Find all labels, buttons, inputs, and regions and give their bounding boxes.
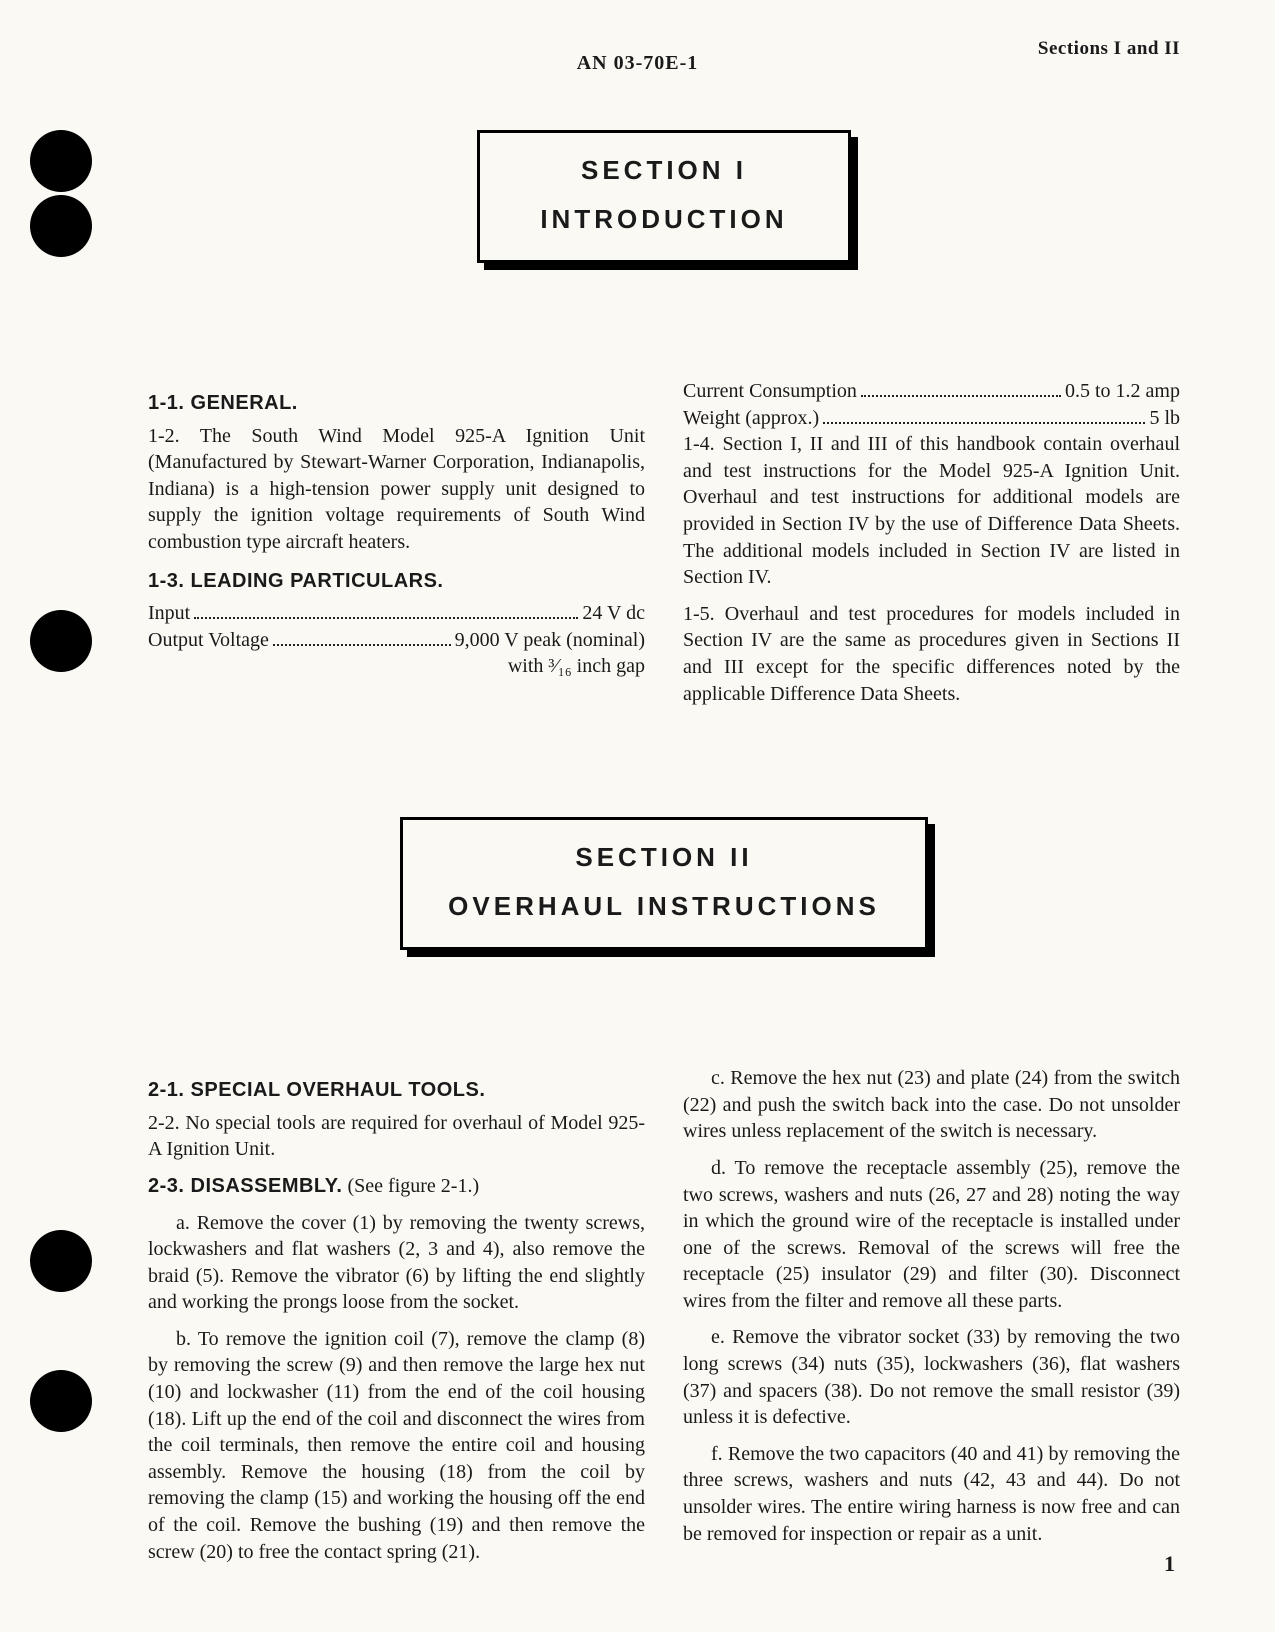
spec-dots (194, 617, 578, 619)
content-area: SECTION I INTRODUCTION 1-1. GENERAL. 1-2… (148, 130, 1180, 1592)
para-2-2: 2-2. No special tools are required for o… (148, 1110, 645, 1163)
section-1-box-wrapper: SECTION I INTRODUCTION (148, 130, 1180, 323)
para-1-2: 1-2. The South Wind Model 925-A Ignition… (148, 423, 645, 556)
section-2-columns: 2-1. SPECIAL OVERHAUL TOOLS. 2-2. No spe… (148, 1065, 1180, 1575)
spec-label: Weight (approx.) (683, 405, 819, 432)
punch-hole (30, 130, 92, 192)
section-1-box: SECTION I INTRODUCTION (477, 130, 850, 263)
page-number: 1 (1164, 1551, 1175, 1577)
spec-dots (861, 395, 1061, 397)
section-1-left-col: 1-1. GENERAL. 1-2. The South Wind Model … (148, 378, 645, 717)
punch-hole (30, 1370, 92, 1432)
section-1-title: SECTION I (540, 155, 787, 186)
heading-1-3: 1-3. LEADING PARTICULARS. (148, 568, 645, 595)
header-sections-label: Sections I and II (1038, 38, 1180, 60)
heading-2-3-note: (See figure 2-1.) (343, 1175, 480, 1197)
para-2-3f: f. Remove the two capacitors (40 and 41)… (683, 1441, 1180, 1547)
punch-hole (30, 610, 92, 672)
spec-label: Output Voltage (148, 627, 269, 654)
heading-1-1: 1-1. GENERAL. (148, 390, 645, 417)
section-2-left-col: 2-1. SPECIAL OVERHAUL TOOLS. 2-2. No spe… (148, 1065, 645, 1575)
spec-value: 24 V dc (582, 600, 645, 627)
spec-input: Input 24 V dc (148, 600, 645, 627)
para-1-4: 1-4. Section I, II and III of this handb… (683, 431, 1180, 591)
spec-output: Output Voltage 9,000 V peak (nominal) (148, 627, 645, 654)
section-2-box: SECTION II OVERHAUL INSTRUCTIONS (400, 817, 928, 950)
spec-current: Current Consumption 0.5 to 1.2 amp (683, 378, 1180, 405)
section-2-box-wrapper: SECTION II OVERHAUL INSTRUCTIONS (148, 817, 1180, 1010)
para-2-3c: c. Remove the hex nut (23) and plate (24… (683, 1065, 1180, 1145)
section-2-title: SECTION II (448, 842, 880, 873)
spec-value: 9,000 V peak (nominal) (455, 627, 645, 654)
spec-value: 0.5 to 1.2 amp (1065, 378, 1180, 405)
section-1-subtitle: INTRODUCTION (540, 204, 787, 235)
heading-2-1: 2-1. SPECIAL OVERHAUL TOOLS. (148, 1077, 645, 1104)
para-1-5: 1-5. Overhaul and test procedures for mo… (683, 601, 1180, 707)
spec-dots (823, 422, 1145, 424)
punch-hole (30, 195, 92, 257)
para-2-3a: a. Remove the cover (1) by removing the … (148, 1210, 645, 1316)
spec-dots (273, 644, 451, 646)
section-2-subtitle: OVERHAUL INSTRUCTIONS (448, 891, 880, 922)
para-2-3d: d. To remove the receptacle assembly (25… (683, 1155, 1180, 1315)
punch-hole (30, 1230, 92, 1292)
section-1-right-col: Current Consumption 0.5 to 1.2 amp Weigh… (683, 378, 1180, 717)
spec-value: 5 lb (1149, 405, 1180, 432)
spec-label: Current Consumption (683, 378, 857, 405)
document-page: AN 03-70E-1 Sections I and II SECTION I … (0, 0, 1275, 1632)
para-2-3e: e. Remove the vibrator socket (33) by re… (683, 1324, 1180, 1430)
spec-note: with ³⁄₁₆ inch gap (148, 653, 645, 680)
spec-label: Input (148, 600, 190, 627)
spec-weight: Weight (approx.) 5 lb (683, 405, 1180, 432)
heading-2-3: 2-3. DISASSEMBLY. (See figure 2-1.) (148, 1173, 645, 1200)
section-2-right-col: c. Remove the hex nut (23) and plate (24… (683, 1065, 1180, 1575)
heading-2-3-label: 2-3. DISASSEMBLY. (148, 1175, 343, 1197)
para-2-3b: b. To remove the ignition coil (7), remo… (148, 1326, 645, 1565)
section-1-columns: 1-1. GENERAL. 1-2. The South Wind Model … (148, 378, 1180, 717)
